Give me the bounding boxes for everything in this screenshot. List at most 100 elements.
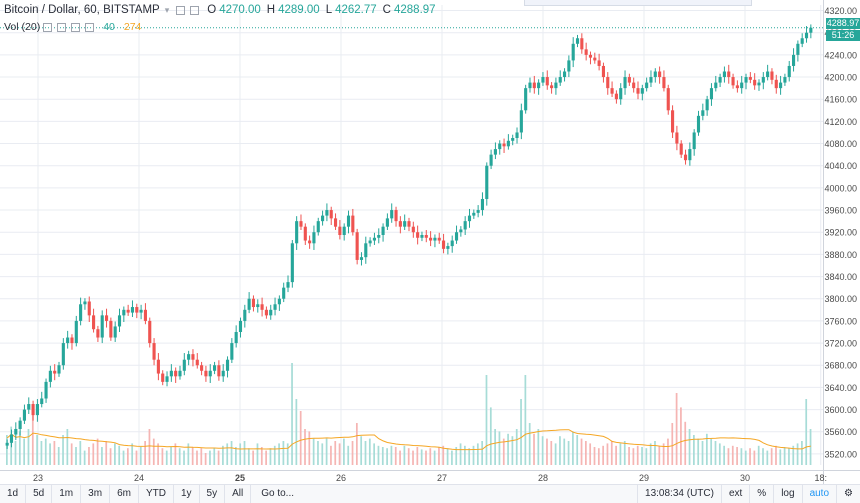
- volume-bar: [209, 450, 211, 465]
- goto-button[interactable]: Go to...: [261, 488, 295, 499]
- candle-body: [515, 132, 519, 139]
- candle-body: [658, 71, 662, 78]
- volume-bar: [204, 453, 207, 465]
- percent-toggle[interactable]: %: [749, 485, 773, 503]
- timeframe-6m[interactable]: 6m: [110, 485, 139, 503]
- timeframe-1y[interactable]: 1y: [174, 485, 200, 503]
- candle-body: [601, 65, 605, 78]
- candle-body: [420, 235, 424, 238]
- y-tick-label: 3840.00: [824, 272, 857, 282]
- candle-body: [368, 240, 372, 244]
- timeframe-5d[interactable]: 5d: [26, 485, 53, 503]
- timeframe-all[interactable]: All: [225, 485, 252, 503]
- volume-bar: [40, 441, 43, 465]
- volume-bar: [407, 448, 410, 465]
- volume-bar: [783, 447, 786, 465]
- gear-icon[interactable]: ⚙: [836, 485, 860, 503]
- settings-box-icon[interactable]: [57, 22, 67, 32]
- volume-bar: [602, 445, 605, 465]
- volume-bar: [801, 441, 803, 465]
- candle-body: [748, 77, 752, 80]
- volume-bar: [645, 448, 648, 465]
- hide-icon[interactable]: [43, 22, 53, 32]
- candle-body: [463, 221, 467, 230]
- timeframe-1d[interactable]: 1d: [0, 485, 27, 503]
- candle-body: [653, 71, 657, 78]
- volume-bar: [762, 448, 764, 465]
- volume-bar: [705, 433, 708, 465]
- candle-body: [467, 215, 472, 222]
- volume-bar: [57, 447, 60, 465]
- volume-bar: [343, 438, 345, 465]
- volume-bar: [96, 438, 99, 465]
- candle-body: [800, 38, 804, 44]
- y-tick-label: 3600.00: [824, 405, 857, 415]
- volume-bar: [520, 399, 522, 465]
- volume-bar: [628, 447, 630, 465]
- candle-body: [66, 337, 70, 344]
- candle-body: [567, 60, 571, 72]
- candle-body: [74, 320, 78, 344]
- chevron-down-icon[interactable]: ▾: [164, 4, 170, 15]
- settings-box-icon[interactable]: [190, 5, 200, 15]
- volume-bar: [260, 447, 263, 465]
- open-label: O: [207, 4, 217, 16]
- candle-body: [269, 309, 273, 316]
- auto-toggle[interactable]: auto: [801, 485, 836, 503]
- volume-bar: [239, 443, 242, 465]
- candle-body: [130, 307, 135, 313]
- volume-bar: [126, 448, 129, 465]
- candle-body: [290, 243, 294, 283]
- volume-bar: [131, 443, 134, 465]
- candle-body: [666, 88, 670, 111]
- candle-body: [70, 337, 74, 344]
- volume-bar: [196, 450, 198, 465]
- timeframe-1m[interactable]: 1m: [52, 485, 82, 503]
- timeframe-5y[interactable]: 5y: [200, 485, 226, 503]
- volume-bar: [83, 450, 86, 465]
- x-tick-label: 23: [33, 473, 43, 483]
- candle-body: [472, 212, 476, 216]
- hide-icon[interactable]: [176, 5, 186, 15]
- remove-icon[interactable]: [71, 22, 81, 32]
- candle-body: [675, 132, 679, 144]
- candle-body: [528, 82, 532, 89]
- volume-bar: [247, 448, 250, 465]
- candle-body: [312, 232, 316, 244]
- volume-bar: [88, 447, 90, 465]
- candle-body: [213, 365, 217, 371]
- volume-bar: [459, 443, 462, 465]
- volume-bar: [688, 429, 691, 465]
- volume-bar: [6, 435, 8, 465]
- volume-bar: [174, 443, 177, 465]
- volume-bar: [62, 435, 64, 465]
- timeframe-ytd[interactable]: YTD: [139, 485, 174, 503]
- more-icon[interactable]: [85, 22, 95, 32]
- volume-bar: [157, 443, 159, 465]
- candle-body: [61, 343, 65, 366]
- candle-body: [619, 88, 623, 100]
- volume-bar: [235, 447, 237, 465]
- volume-bar: [658, 445, 661, 465]
- log-toggle[interactable]: log: [773, 485, 801, 503]
- volume-bar: [641, 447, 643, 465]
- candle-body: [381, 226, 385, 235]
- candle-body: [377, 235, 381, 238]
- volume-bar: [18, 431, 21, 465]
- volume-bar: [148, 429, 151, 465]
- candle-body: [359, 257, 364, 260]
- volume-bar: [53, 441, 56, 465]
- volume-bar: [770, 448, 773, 465]
- volume-bar: [109, 448, 112, 465]
- candle-body: [779, 82, 783, 89]
- volume-bar: [718, 443, 721, 465]
- timeframe-3m[interactable]: 3m: [81, 485, 111, 503]
- ext-toggle[interactable]: ext: [720, 485, 749, 503]
- volume-bar: [334, 441, 337, 465]
- candle-body: [204, 370, 208, 377]
- candle-body: [532, 82, 536, 89]
- volume-bar: [744, 450, 747, 465]
- volume-bar: [420, 449, 423, 465]
- candle-body: [588, 54, 593, 58]
